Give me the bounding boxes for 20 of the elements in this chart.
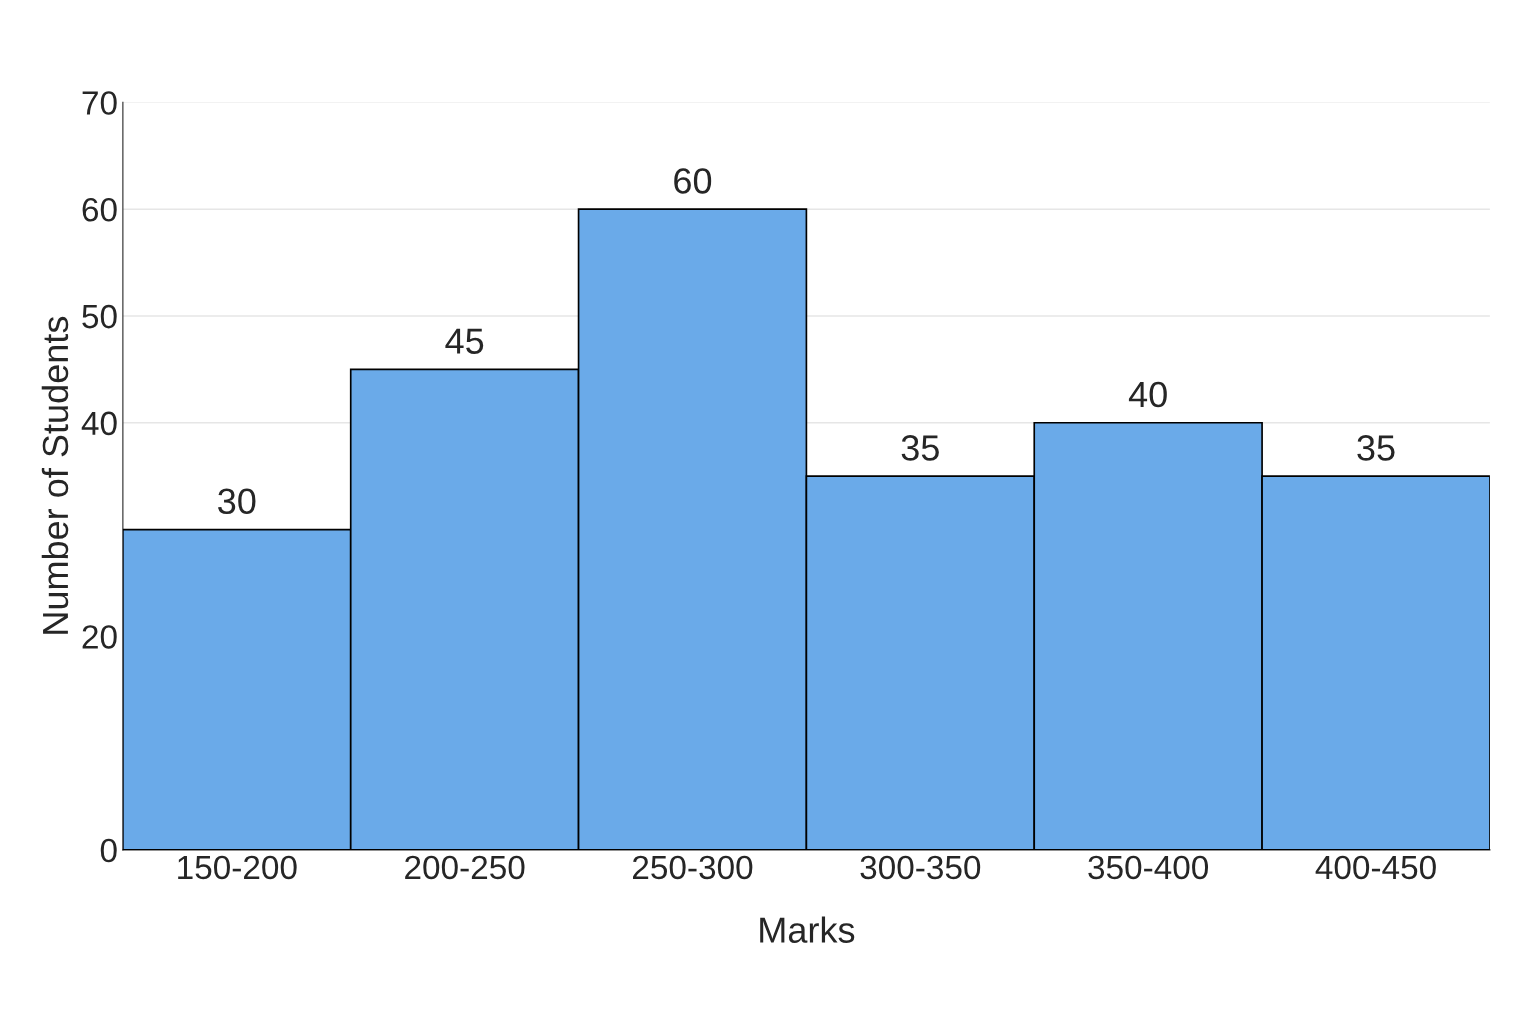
x-tick-label: 350-400 bbox=[1088, 855, 1209, 880]
y-tick-label: 60 bbox=[82, 197, 117, 222]
y-tick-label: 50 bbox=[82, 304, 117, 329]
data-label: 60 bbox=[674, 168, 712, 194]
x-tick-label: 300-350 bbox=[860, 855, 981, 880]
data-label: 30 bbox=[218, 488, 256, 515]
x-axis-title: Marks bbox=[760, 916, 855, 943]
x-tick-label: 250-300 bbox=[633, 855, 753, 880]
y-tick-label: 20 bbox=[82, 625, 117, 649]
y-tick-label: 40 bbox=[81, 411, 117, 436]
y-axis-title: Number of Students bbox=[41, 316, 69, 634]
data-label: 40 bbox=[1128, 381, 1167, 408]
x-tick-label: 200-250 bbox=[405, 855, 525, 880]
x-tick-label: 400-450 bbox=[1315, 855, 1436, 880]
y-tick-label: 70 bbox=[82, 91, 117, 115]
x-tick-label: 150-200 bbox=[178, 855, 297, 880]
data-label: 35 bbox=[901, 435, 939, 461]
y-tick-label: 0 bbox=[100, 838, 117, 863]
data-label: 35 bbox=[1357, 435, 1395, 461]
data-label: 45 bbox=[445, 328, 484, 354]
